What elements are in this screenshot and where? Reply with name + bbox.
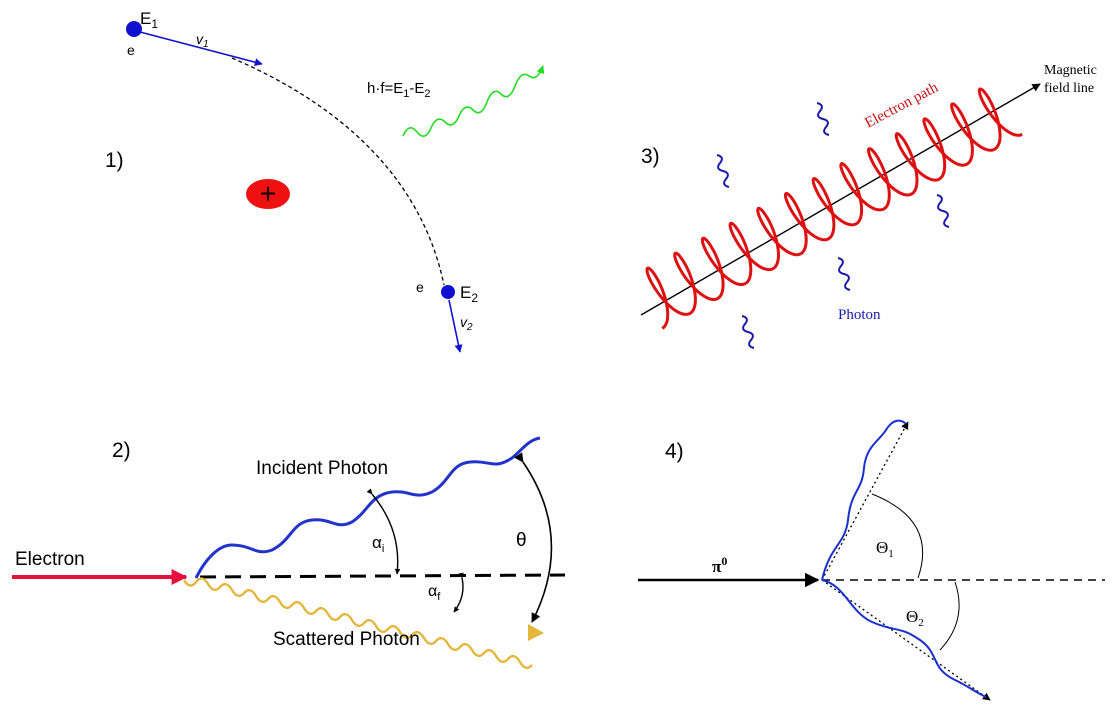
velocity-v2-label: v [460, 314, 468, 330]
lower-photon-wave [821, 579, 987, 698]
photon-squiggle-4 [837, 257, 851, 291]
alpha-i-sub: i [382, 543, 384, 555]
scattering-axis [199, 573, 566, 579]
electron-bottom [441, 285, 455, 299]
pion-symbol: π [712, 557, 722, 576]
photon-squiggle-3 [936, 194, 950, 228]
formula-main: h·f=E [367, 80, 403, 97]
velocity-v2-arrow [448, 299, 463, 353]
panel-2-number: 2) [112, 439, 131, 462]
svg-text:h·f=E1-E2: h·f=E1-E2 [367, 80, 431, 100]
scattered-photon-wave [182, 577, 533, 670]
formula-mid: -E [409, 80, 424, 97]
electron-top-label: e [127, 42, 135, 58]
theta2-sub: 2 [918, 617, 924, 629]
nucleus [246, 179, 290, 209]
upper-photon-wave [821, 419, 907, 581]
panel-4-pion-decay: 4) π0 Θ1 Θ2 [638, 419, 1105, 701]
theta2-arc [939, 581, 960, 651]
svg-text:E1: E1 [140, 9, 158, 31]
theta1-symbol: Θ [876, 538, 888, 557]
svg-text:αi: αi [372, 533, 384, 555]
svg-text:Θ2: Θ2 [906, 607, 924, 629]
svg-text:αf: αf [428, 583, 441, 603]
nucleus-sign: + [260, 178, 276, 209]
magnetic-field-line [640, 83, 1041, 316]
svg-text:Magnetic: Magnetic [1044, 63, 1097, 78]
electron-bottom-label: e [416, 279, 424, 295]
formula-sub-1: 1 [403, 88, 409, 100]
velocity-v1-sub: 1 [203, 39, 209, 50]
theta1-sub: 1 [888, 548, 894, 560]
theta-symbol: θ [516, 530, 527, 551]
emitted-photon-wave [402, 65, 545, 137]
panel-3-synchrotron: 3) Magnetic field line Electron path Pho… [640, 63, 1097, 349]
electron-label: Electron [15, 549, 85, 570]
svg-text:Θ1: Θ1 [876, 538, 894, 560]
photon-squiggle-5 [741, 315, 755, 349]
theta1-arc [871, 493, 924, 579]
panel-2-compton-scattering: 2) Electron Incident Photon Scattered Ph… [12, 436, 566, 670]
energy-e1-sub: 1 [151, 17, 158, 31]
velocity-v1-arrow [139, 31, 263, 67]
photon-label: Photon [838, 307, 881, 323]
upper-photon-dotted [821, 421, 909, 581]
alpha-i-symbol: α [372, 533, 382, 552]
photon-squiggle-1 [716, 154, 730, 188]
alpha-f-arc [453, 572, 464, 613]
svg-text:v2: v2 [460, 314, 473, 333]
panel-4-number: 4) [665, 440, 684, 463]
energy-e2-sub: 2 [471, 291, 478, 305]
svg-text:E2: E2 [460, 283, 478, 305]
field-line-label-2: field line [1044, 81, 1094, 96]
scattered-photon-label: Scattered Photon [273, 629, 420, 650]
formula-sub-2: 2 [424, 88, 430, 100]
alpha-i-arc [366, 488, 401, 575]
alpha-f-symbol: α [428, 583, 437, 600]
theta-arc [514, 452, 553, 623]
electron-helix [645, 87, 1023, 330]
pion-superscript: 0 [721, 554, 727, 568]
energy-e2-label: E [460, 283, 471, 302]
panel-1-number: 1) [105, 149, 124, 172]
svg-text:π0: π0 [712, 554, 727, 576]
svg-text:v1: v1 [196, 31, 209, 50]
theta2-symbol: Θ [906, 607, 918, 626]
scattered-photon-arrowhead [528, 624, 544, 641]
panel-3-number: 3) [641, 145, 660, 168]
energy-e1-label: E [140, 9, 151, 28]
panel-1-bremsstrahlung: 1) E1 e v1 + h·f=E1-E2 e E2 v2 [105, 9, 545, 353]
photon-squiggle-2 [816, 102, 830, 136]
incident-photon-label: Incident Photon [256, 458, 388, 479]
field-line-label-1: Magnetic [1044, 63, 1097, 78]
velocity-v2-sub: 2 [466, 322, 473, 333]
electron-top [126, 21, 142, 37]
alpha-f-sub: f [437, 591, 441, 603]
velocity-v1-label: v [196, 31, 204, 47]
electron-trajectory [231, 57, 445, 286]
